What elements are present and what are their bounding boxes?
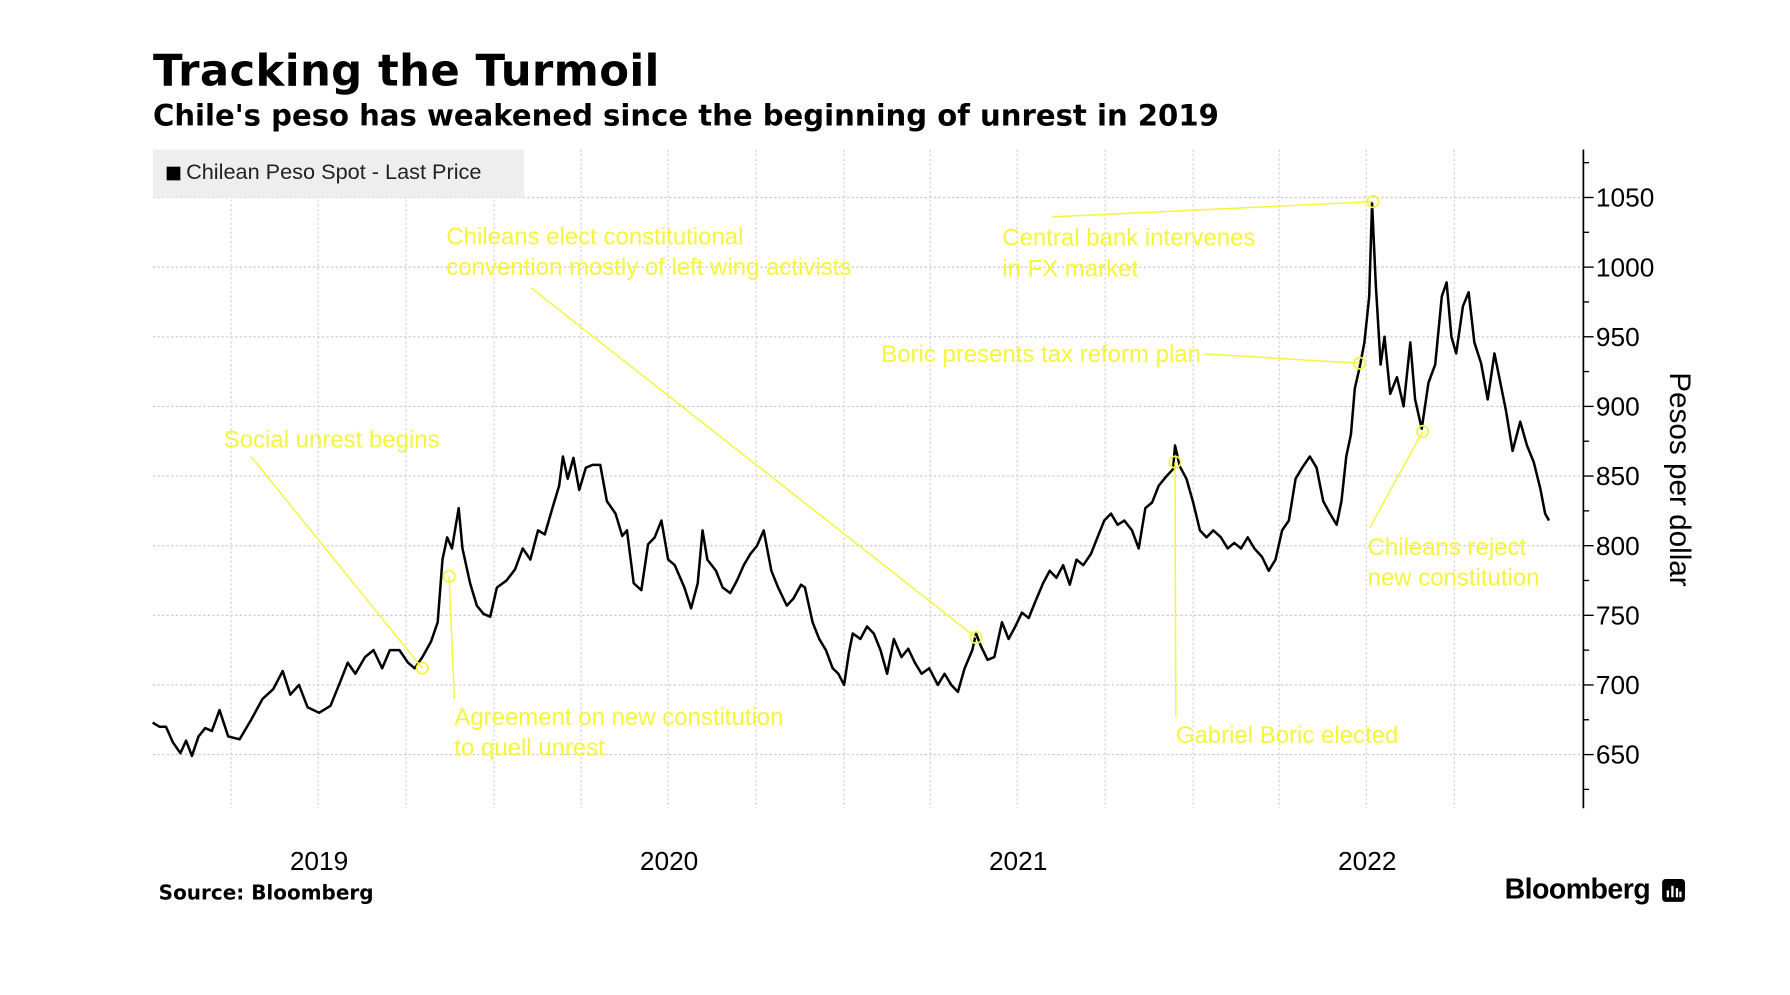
- y-tick-label: 750: [1596, 600, 1640, 630]
- annotation-leader-line: [1204, 353, 1360, 364]
- annotation-label: Gabriel Boric elected: [1176, 722, 1398, 749]
- annotation: Boric presents tax reform plan: [881, 341, 1367, 370]
- x-tick-label: 2020: [640, 846, 698, 876]
- y-tick-label: 950: [1596, 322, 1640, 352]
- annotation-leader-line: [1369, 431, 1424, 528]
- y-tick-label: 850: [1596, 461, 1640, 491]
- annotation-marker: [1168, 455, 1182, 469]
- brand-name: Bloomberg: [1504, 873, 1651, 906]
- annotation-leader-line: [530, 287, 977, 639]
- y-tick-label: 800: [1596, 531, 1640, 561]
- annotation-leader-line: [250, 456, 423, 669]
- chart-subtitle: Chile's peso has weakened since the begi…: [152, 99, 1219, 134]
- annotation-marker: [1416, 424, 1430, 439]
- y-tick-label: 1050: [1596, 183, 1654, 213]
- annotation: Chileans reject new constitution: [1368, 424, 1540, 592]
- y-tick-label: 700: [1596, 670, 1640, 700]
- annotation-label: to quell unrest: [454, 735, 605, 762]
- annotation-marker: [415, 661, 429, 675]
- series-line: [151, 201, 1551, 758]
- x-tick-label: 2019: [290, 846, 348, 876]
- y-tick-label: 1000: [1596, 252, 1654, 282]
- source-note: Source: Bloomberg: [158, 882, 374, 906]
- legend-label: Chilean Peso Spot - Last Price: [186, 160, 482, 185]
- annotation: Central bank intervenes in FX market: [1002, 195, 1380, 282]
- annotation-label: in FX market: [1002, 255, 1138, 282]
- y-axis-label: Pesos per dollar: [1663, 372, 1696, 587]
- annotation-label: Central bank intervenes: [1002, 224, 1255, 251]
- annotation-marker: [969, 631, 983, 645]
- x-tick-label: 2022: [1338, 846, 1396, 876]
- annotation-label: new constitution: [1368, 565, 1540, 592]
- annotation-label: Social unrest begins: [224, 426, 440, 453]
- annotation-leader-line: [1174, 462, 1177, 717]
- legend-swatch: [166, 166, 181, 181]
- annotation: Social unrest begins: [224, 426, 440, 675]
- annotation: Agreement on new constitution to quell un…: [442, 569, 783, 762]
- y-tick-label: 650: [1596, 740, 1640, 770]
- annotation-label: Agreement on new constitution: [454, 704, 783, 731]
- annotation-leader-line: [448, 576, 456, 699]
- annotation-label: Boric presents tax reform plan: [881, 341, 1201, 368]
- annotation-leader-line: [1052, 200, 1374, 218]
- annotation: Chileans elect constitutional convention …: [446, 223, 983, 645]
- annotation-label: Chileans elect constitutional: [446, 223, 743, 250]
- brand-logo: Bloomberg: [1505, 873, 1686, 906]
- annotation-label: Chileans reject: [1368, 534, 1527, 561]
- annotation-label: convention mostly of left wing activists: [446, 254, 851, 281]
- x-tick-label: 2021: [989, 846, 1047, 876]
- legend: Chilean Peso Spot - Last Price: [152, 149, 524, 198]
- chart-title: Tracking the Turmoil: [152, 45, 660, 96]
- annotation-marker: [1366, 195, 1380, 209]
- bloomberg-terminal-icon: [1662, 878, 1686, 902]
- annotation-marker: [1353, 356, 1367, 370]
- annotation: Gabriel Boric elected: [1168, 455, 1398, 749]
- annotation-marker: [442, 569, 456, 583]
- y-tick-label: 900: [1596, 392, 1640, 422]
